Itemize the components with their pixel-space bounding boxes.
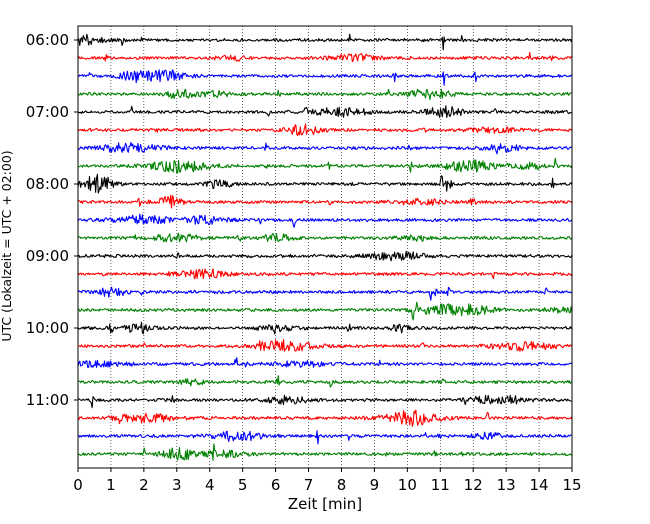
- seismic-trace: [77, 301, 573, 321]
- seismic-trace: [77, 141, 573, 155]
- axes: 0 1 2 3 4 5 6 7 8 9 10 11 12 13 14 1506:0007:0008:0009:…: [26, 31, 582, 494]
- x-tick-label: 4: [205, 476, 215, 494]
- seismic-trace: [77, 33, 573, 51]
- seismic-trace: [77, 88, 573, 101]
- x-tick-label: 15: [562, 476, 581, 494]
- seismic-trace: [77, 268, 573, 280]
- seismic-traces: [77, 33, 573, 461]
- seismic-trace: [77, 123, 573, 137]
- seismic-trace: [77, 338, 573, 352]
- x-tick-label: 11: [431, 476, 450, 494]
- x-tick-label: 9: [370, 476, 380, 494]
- y-tick-label: 10:00: [26, 319, 69, 337]
- seismic-trace: [77, 321, 573, 335]
- seismic-trace: [77, 51, 573, 63]
- seismic-trace: [77, 213, 573, 228]
- x-tick-label: 5: [238, 476, 248, 494]
- seismic-trace: [77, 105, 573, 118]
- x-tick-label: 8: [337, 476, 347, 494]
- x-tick-label: 14: [530, 476, 549, 494]
- x-tick-label: 2: [139, 476, 149, 494]
- x-tick-label: 10: [398, 476, 417, 494]
- seismic-trace: [77, 430, 573, 445]
- x-tick-label: 1: [106, 476, 116, 494]
- x-tick-label: 0: [73, 476, 83, 494]
- x-tick-label: 7: [304, 476, 314, 494]
- plot-frame: [77, 25, 573, 469]
- seismic-trace: [77, 232, 573, 243]
- seismic-trace: [77, 375, 573, 388]
- seismic-trace: [77, 443, 573, 461]
- seismic-trace: [77, 194, 573, 209]
- seismic-trace: [77, 250, 573, 262]
- x-tick-label: 13: [497, 476, 516, 494]
- x-tick-label: 3: [172, 476, 182, 494]
- x-tick-label: 12: [464, 476, 483, 494]
- seismic-trace: [77, 357, 573, 368]
- seismic-trace: [77, 157, 573, 174]
- x-tick-label: 6: [271, 476, 281, 494]
- x-axis-label: Zeit [min]: [288, 495, 362, 513]
- seismic-trace: [77, 173, 573, 194]
- y-axis-label: UTC (Lokalzeit = UTC + 02:00): [0, 150, 14, 341]
- y-tick-label: 07:00: [26, 103, 69, 121]
- y-tick-label: 06:00: [26, 31, 69, 49]
- seismic-trace: [77, 286, 573, 301]
- seismic-trace: [77, 394, 573, 409]
- y-tick-label: 11:00: [26, 391, 69, 409]
- y-tick-label: 08:00: [26, 175, 69, 193]
- y-tick-label: 09:00: [26, 247, 69, 265]
- seismic-trace: [77, 409, 573, 427]
- seismic-trace: [77, 69, 573, 86]
